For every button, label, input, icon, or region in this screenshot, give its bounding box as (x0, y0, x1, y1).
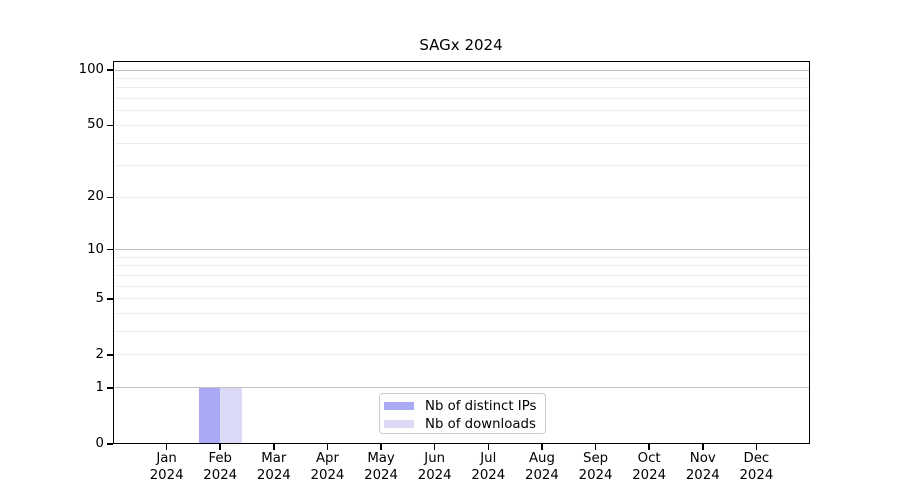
gridline-3 (115, 331, 809, 333)
legend-item-downloads: Nb of downloads (384, 415, 545, 433)
bar-downloads (220, 387, 242, 444)
y-tick-label: 20 (87, 189, 104, 205)
gridline-5 (115, 298, 809, 300)
gridline-100 (115, 69, 809, 71)
gridline-50 (115, 124, 809, 126)
x-tick-label: Oct 2024 (632, 451, 667, 483)
gridline-70 (115, 98, 809, 100)
x-tick-mark (433, 444, 436, 450)
legend-swatch-downloads-icon (384, 419, 414, 429)
y-tick-label: 2 (95, 346, 104, 362)
y-tick-mark (107, 196, 113, 199)
x-tick-label: Dec 2024 (739, 451, 774, 483)
gridline-30 (115, 165, 809, 167)
legend-label-distinct-ips: Nb of distinct IPs (425, 398, 537, 414)
x-tick-label: Mar 2024 (256, 451, 291, 483)
x-tick-label: Jun 2024 (417, 451, 452, 483)
y-tick-label: 50 (87, 117, 104, 133)
x-tick-mark (648, 444, 650, 450)
chart-title: SAGx 2024 (419, 36, 503, 54)
x-tick-label: Apr 2024 (310, 451, 345, 483)
gridline-90 (115, 77, 809, 79)
x-tick-mark (380, 444, 382, 450)
x-tick-mark (702, 444, 704, 450)
x-tick-mark (273, 444, 275, 450)
y-tick-mark (107, 354, 113, 356)
x-tick-mark (219, 444, 221, 450)
gridline-1 (115, 387, 809, 389)
y-tick-label: 1 (95, 379, 104, 395)
x-tick-mark (326, 444, 329, 450)
x-tick-label: Jul 2024 (471, 451, 506, 483)
y-tick-mark (107, 69, 113, 71)
x-tick-label: Nov 2024 (685, 451, 720, 483)
gridline-8 (115, 265, 809, 267)
gridline-20 (115, 196, 809, 198)
x-tick-mark (165, 444, 168, 450)
gridline-6 (115, 285, 809, 287)
legend-item-distinct-ips: Nb of distinct IPs (384, 397, 545, 415)
legend: Nb of distinct IPs Nb of downloads (379, 393, 546, 434)
y-tick-mark (107, 124, 113, 127)
gridline-10 (115, 249, 809, 251)
x-tick-label: Aug 2024 (525, 451, 559, 483)
y-tick-mark (107, 443, 113, 445)
x-tick-label: Sep 2024 (578, 451, 613, 483)
x-tick-mark (487, 444, 490, 450)
y-tick-label: 5 (95, 290, 104, 306)
x-tick-mark (541, 444, 543, 450)
x-tick-mark (594, 444, 597, 450)
x-tick-mark (755, 444, 758, 450)
y-tick-mark (107, 387, 113, 389)
gridline-60 (115, 110, 809, 112)
x-tick-label: Feb 2024 (203, 451, 238, 483)
legend-swatch-distinct-ips-icon (384, 401, 414, 411)
y-tick-label: 100 (78, 62, 104, 77)
gridline-40 (115, 142, 809, 144)
y-tick-mark (107, 298, 113, 300)
gridline-80 (115, 87, 809, 89)
x-tick-label: Jan 2024 (149, 451, 184, 483)
gridline-4 (115, 313, 809, 315)
x-tick-label: May 2024 (364, 451, 398, 483)
gridline-2 (115, 354, 809, 356)
legend-label-downloads: Nb of downloads (425, 416, 536, 432)
y-tick-mark (107, 248, 113, 251)
y-tick-label: 10 (87, 241, 104, 257)
gridline-7 (115, 274, 809, 276)
gridline-9 (115, 256, 809, 258)
y-tick-label: 0 (95, 436, 104, 451)
bar-distinct-ips (198, 387, 221, 444)
